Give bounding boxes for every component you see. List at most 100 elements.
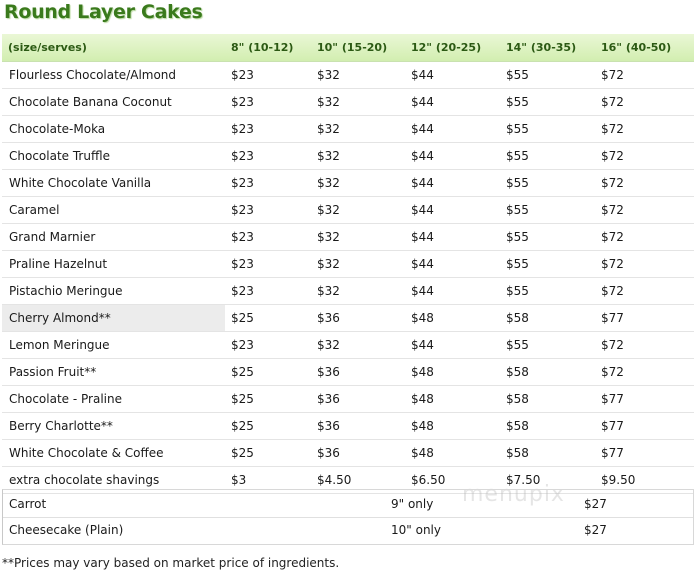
header-14-inch: 14" (30-35)	[500, 34, 595, 62]
price-cell: $32	[311, 61, 405, 89]
table-row: Caramel $23 $32 $44 $55 $72	[2, 196, 694, 224]
price-cell: $77	[595, 304, 694, 332]
table-row: White Chocolate & Coffee $25 $36 $48 $58 $77	[2, 439, 694, 467]
price-cell: $32	[311, 250, 405, 278]
table-row: Berry Charlotte** $25 $36 $48 $58 $77	[2, 412, 694, 440]
price-cell: $23	[225, 223, 311, 251]
menupix-watermark: menupix	[462, 482, 565, 507]
price-cell: $32	[311, 277, 405, 305]
price-cell: $23	[225, 115, 311, 143]
cake-name: Cherry Almond**	[2, 304, 225, 332]
price-cell: $44	[405, 88, 500, 116]
table-row: Flourless Chocolate/Almond $23 $32 $44 $55 $7…	[2, 61, 694, 89]
price-cell: $72	[595, 277, 694, 305]
price-cell: $32	[311, 331, 405, 359]
price-cell: $25	[225, 358, 311, 386]
price-cell: $36	[311, 412, 405, 440]
cake-name: Chocolate - Praline	[2, 385, 225, 413]
other-cake-row: Carrot 9" only $27	[3, 491, 693, 518]
price-cell: $55	[500, 88, 595, 116]
cake-name: Chocolate-Moka	[2, 115, 225, 143]
price-cell: $72	[595, 250, 694, 278]
cake-name: Carrot	[9, 497, 47, 511]
price-cell: $55	[500, 331, 595, 359]
cake-rows: Flourless Chocolate/Almond $23 $32 $44 $55 $7…	[2, 61, 694, 494]
table-header-row: (size/serves) 8" (10-12) 10" (15-20) 12"…	[2, 34, 694, 62]
price-cell: $55	[500, 61, 595, 89]
price-cell: $55	[500, 196, 595, 224]
price-cell: $58	[500, 304, 595, 332]
cake-name: Chocolate Banana Coconut	[2, 88, 225, 116]
cake-price: $27	[584, 497, 607, 511]
header-10-inch: 10" (15-20)	[311, 34, 405, 62]
price-cell: $44	[405, 169, 500, 197]
price-cell: $44	[405, 196, 500, 224]
header-16-inch: 16" (40-50)	[595, 34, 694, 62]
price-cell: $23	[225, 61, 311, 89]
price-cell: $55	[500, 142, 595, 170]
price-cell: $77	[595, 385, 694, 413]
table-row: Chocolate Banana Coconut $23 $32 $44 $55 $72	[2, 88, 694, 116]
price-cell: $23	[225, 88, 311, 116]
price-cell: $72	[595, 142, 694, 170]
table-row: Chocolate Truffle $23 $32 $44 $55 $72	[2, 142, 694, 170]
price-cell: $23	[225, 196, 311, 224]
price-cell: $55	[500, 223, 595, 251]
price-cell: $48	[405, 304, 500, 332]
price-cell: $44	[405, 115, 500, 143]
price-cell: $23	[225, 250, 311, 278]
price-cell: $44	[405, 142, 500, 170]
other-cake-row: Cheesecake (Plain) 10" only $27	[3, 517, 693, 543]
price-cell: $44	[405, 277, 500, 305]
cake-price: $27	[584, 523, 607, 537]
cake-name: Flourless Chocolate/Almond	[2, 61, 225, 89]
round-layer-cakes-table: (size/serves) 8" (10-12) 10" (15-20) 12"…	[2, 34, 694, 494]
price-cell: $36	[311, 304, 405, 332]
cake-name: Passion Fruit**	[2, 358, 225, 386]
price-cell: $36	[311, 439, 405, 467]
price-cell: $44	[405, 331, 500, 359]
header-size-serves: (size/serves)	[2, 34, 225, 62]
price-cell: $44	[405, 61, 500, 89]
table-row: Grand Marnier $23 $32 $44 $55 $72	[2, 223, 694, 251]
cake-name: Chocolate Truffle	[2, 142, 225, 170]
table-row: Chocolate - Praline $25 $36 $48 $58 $77	[2, 385, 694, 413]
price-cell: $44	[405, 250, 500, 278]
price-cell: $32	[311, 115, 405, 143]
price-cell: $25	[225, 439, 311, 467]
price-cell: $23	[225, 169, 311, 197]
price-cell: $32	[311, 196, 405, 224]
price-cell: $55	[500, 277, 595, 305]
price-cell: $48	[405, 412, 500, 440]
table-row: White Chocolate Vanilla $23 $32 $44 $55 $72	[2, 169, 694, 197]
price-cell: $48	[405, 358, 500, 386]
price-cell: $25	[225, 304, 311, 332]
price-cell: $44	[405, 223, 500, 251]
price-cell: $25	[225, 385, 311, 413]
table-row: Cherry Almond** $25 $36 $48 $58 $77	[2, 304, 694, 332]
price-cell: $32	[311, 223, 405, 251]
header-8-inch: 8" (10-12)	[225, 34, 311, 62]
price-cell: $36	[311, 385, 405, 413]
header-12-inch: 12" (20-25)	[405, 34, 500, 62]
price-cell: $77	[595, 412, 694, 440]
cake-size: 10" only	[391, 523, 441, 537]
price-cell: $55	[500, 115, 595, 143]
price-cell: $58	[500, 385, 595, 413]
price-cell: $72	[595, 88, 694, 116]
price-cell: $58	[500, 412, 595, 440]
table-row: Passion Fruit** $25 $36 $48 $58 $72	[2, 358, 694, 386]
price-cell: $25	[225, 412, 311, 440]
cake-name: Pistachio Meringue	[2, 277, 225, 305]
page-title: Round Layer Cakes	[4, 1, 203, 23]
cake-name: Caramel	[2, 196, 225, 224]
cake-name: Lemon Meringue	[2, 331, 225, 359]
price-cell: $23	[225, 142, 311, 170]
table-row: Lemon Meringue $23 $32 $44 $55 $72	[2, 331, 694, 359]
price-cell: $36	[311, 358, 405, 386]
price-cell: $72	[595, 358, 694, 386]
price-cell: $72	[595, 169, 694, 197]
price-cell: $72	[595, 196, 694, 224]
price-cell: $32	[311, 169, 405, 197]
cake-name: Praline Hazelnut	[2, 250, 225, 278]
